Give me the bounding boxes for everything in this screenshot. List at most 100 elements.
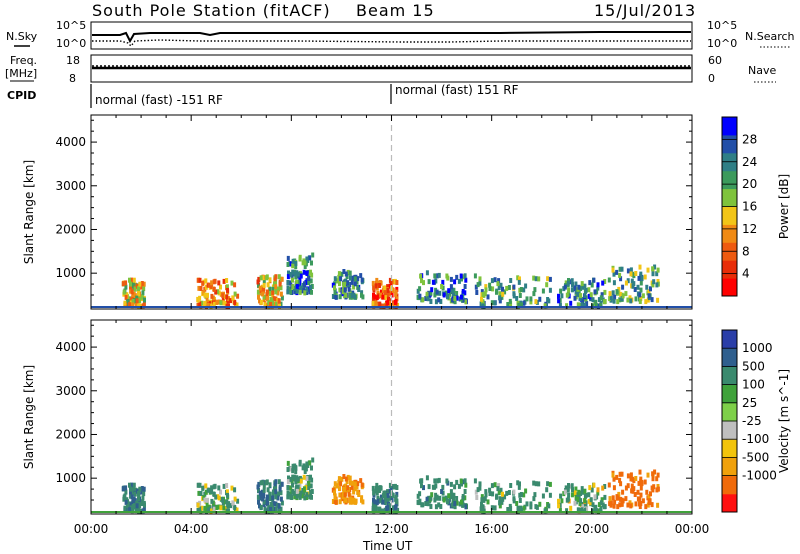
data-cell <box>615 494 619 500</box>
data-cell <box>619 291 623 297</box>
data-cell <box>480 501 483 507</box>
data-cell <box>567 287 571 293</box>
data-cell <box>580 486 584 492</box>
data-cell <box>448 496 452 502</box>
data-cell <box>512 284 516 290</box>
data-cell <box>295 488 299 494</box>
data-cell <box>273 281 276 287</box>
data-cell <box>395 491 399 497</box>
data-cell <box>421 502 425 508</box>
data-cell <box>202 495 206 500</box>
data-cell <box>265 292 269 298</box>
data-cell <box>431 279 435 285</box>
data-cell <box>565 497 569 503</box>
data-cell <box>455 295 459 301</box>
data-cell <box>294 469 298 475</box>
data-cell <box>620 296 624 301</box>
data-cell <box>378 506 382 512</box>
nave-label: Nave <box>748 64 776 77</box>
data-cell <box>286 280 290 285</box>
data-cell <box>309 483 313 489</box>
data-cell <box>603 484 607 489</box>
data-cell <box>576 302 580 308</box>
data-cell <box>199 286 203 291</box>
data-cell <box>567 278 570 283</box>
data-cell <box>307 276 311 281</box>
data-cell <box>310 284 314 289</box>
data-cell <box>348 270 352 276</box>
data-cell <box>449 276 453 282</box>
colorbar-tick-label: -100 <box>742 432 769 446</box>
data-cell <box>273 482 277 488</box>
data-cell <box>204 483 208 489</box>
data-cell <box>569 300 573 306</box>
data-cell <box>453 296 457 301</box>
data-cell <box>138 486 142 492</box>
data-cell <box>277 479 281 485</box>
data-cell <box>273 277 277 283</box>
data-cell <box>478 280 482 286</box>
data-cell <box>266 501 269 507</box>
data-cell <box>352 284 356 290</box>
data-cell <box>201 280 205 286</box>
data-cell <box>268 286 272 292</box>
data-cell <box>286 494 290 500</box>
data-cell <box>591 508 594 514</box>
data-cell <box>593 494 597 500</box>
data-cell <box>293 271 297 277</box>
data-cell <box>506 507 510 512</box>
data-cell <box>137 291 140 297</box>
data-cell <box>273 486 276 492</box>
data-cell <box>473 273 477 279</box>
data-cell <box>503 494 507 500</box>
data-cell <box>353 276 357 282</box>
data-cell <box>460 481 463 487</box>
data-cell <box>518 481 521 487</box>
data-cell <box>626 268 630 274</box>
data-cell <box>476 487 480 493</box>
data-cell <box>608 291 612 297</box>
data-cell <box>233 505 237 510</box>
colorbar-swatch <box>722 439 737 458</box>
data-cell <box>203 300 207 306</box>
data-cell <box>310 494 313 500</box>
data-cell <box>360 482 364 488</box>
data-cell <box>295 484 299 490</box>
colorbar-swatch <box>722 457 737 477</box>
data-cell <box>353 486 357 492</box>
data-cell <box>272 501 276 507</box>
data-cell <box>140 284 144 290</box>
data-cell <box>533 492 537 498</box>
data-cell <box>206 302 210 308</box>
data-cell <box>564 485 568 491</box>
nsky-tick-top: 10^5 <box>56 19 86 32</box>
data-cell <box>629 298 633 304</box>
data-cell <box>483 291 487 297</box>
data-cell <box>331 499 335 504</box>
data-cell <box>548 492 552 498</box>
data-cell <box>279 291 283 297</box>
data-cell <box>214 494 218 500</box>
data-cell <box>222 505 226 511</box>
data-cell <box>289 485 292 491</box>
data-cell <box>295 283 299 289</box>
data-cell <box>631 283 635 289</box>
data-cell <box>389 485 393 491</box>
data-cell <box>560 498 564 504</box>
nsearch-label: N.Search <box>745 30 795 43</box>
data-cell <box>137 286 140 291</box>
colorbar-swatch <box>722 260 737 279</box>
data-cell <box>216 494 220 500</box>
x-tick-label: 04:00 <box>174 522 209 536</box>
data-cell <box>301 488 305 493</box>
data-cell <box>499 487 503 493</box>
data-cell <box>505 285 509 291</box>
data-cell <box>212 301 216 307</box>
colorbar-swatch <box>722 475 737 495</box>
data-cell <box>265 274 269 280</box>
data-cell <box>629 503 633 509</box>
data-cell <box>597 502 601 508</box>
data-cell <box>532 275 536 281</box>
data-cell <box>224 505 228 511</box>
data-cell <box>334 499 338 505</box>
